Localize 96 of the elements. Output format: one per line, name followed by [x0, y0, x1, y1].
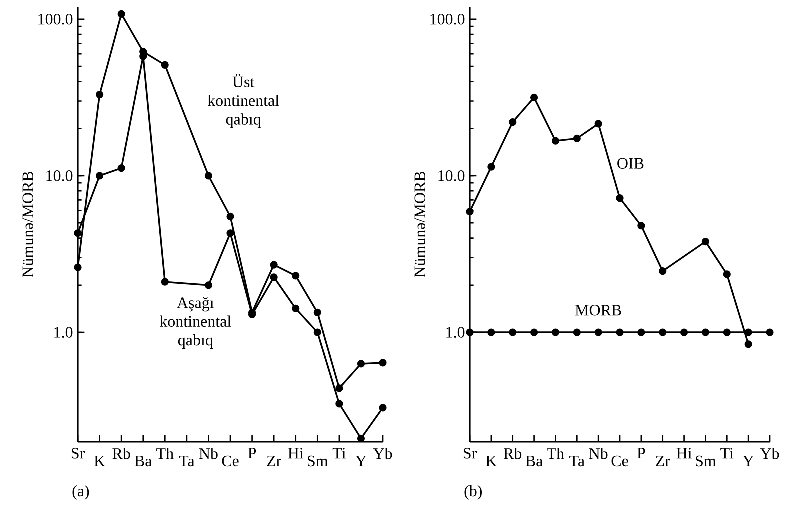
- point: [357, 434, 366, 442]
- point: [161, 61, 169, 69]
- x-tick-label: Hi: [676, 448, 692, 459]
- point: [573, 134, 581, 142]
- point: [357, 360, 366, 368]
- point: [638, 222, 646, 230]
- y-tick-label: 10.0: [438, 170, 465, 182]
- point: [680, 328, 688, 336]
- x-tick-label: Th: [156, 448, 174, 460]
- y-tick-label: 100.0: [38, 14, 73, 25]
- point: [226, 230, 234, 238]
- x-tick-label: Y: [356, 456, 367, 466]
- point: [552, 137, 560, 145]
- point: [659, 328, 667, 336]
- x-tick-label: Sm: [308, 456, 328, 467]
- x-tick-label: Ti: [332, 448, 346, 459]
- point: [292, 272, 300, 280]
- point: [336, 400, 344, 408]
- point: [96, 90, 104, 99]
- point: [118, 10, 126, 18]
- y-axis-title: Nümunə/MORB: [414, 172, 426, 278]
- point: [118, 164, 126, 172]
- series-label: Üst kontinental qabıq: [208, 74, 280, 128]
- x-tick-label: Ce: [222, 456, 239, 467]
- point: [509, 328, 517, 336]
- x-tick-label: Sr: [72, 448, 85, 459]
- x-tick-label: P: [637, 448, 646, 459]
- x-tick-label: Nb: [589, 448, 608, 460]
- point: [292, 304, 300, 313]
- point: [723, 328, 731, 336]
- y-tick-label: 1.0: [446, 327, 465, 338]
- point: [488, 163, 496, 171]
- series-label: MORB: [575, 305, 622, 316]
- x-tick-label: Sm: [696, 456, 716, 467]
- text: (a): [72, 485, 90, 500]
- point: [638, 328, 646, 336]
- x-tick-label: Yb: [373, 448, 392, 460]
- series-label: OIB: [618, 158, 644, 169]
- x-tick-label: Ti: [720, 448, 734, 459]
- x-tick-label: Ta: [179, 456, 195, 467]
- point: [204, 282, 213, 290]
- point: [509, 118, 517, 126]
- point: [744, 340, 752, 348]
- point: [204, 172, 213, 180]
- point: [488, 328, 496, 336]
- point: [379, 404, 387, 412]
- x-tick-label: Nb: [199, 448, 218, 460]
- x-tick-label: Ba: [134, 456, 152, 467]
- point: [616, 328, 624, 336]
- x-tick-label: Zr: [656, 456, 670, 466]
- x-tick-label: Zr: [267, 456, 282, 466]
- x-tick-label: Ce: [612, 456, 628, 467]
- x-tick-label: K: [486, 456, 498, 466]
- point: [314, 328, 322, 336]
- point: [723, 270, 731, 278]
- point: [96, 172, 104, 180]
- point: [379, 359, 387, 367]
- y-tick-label: 100.0: [430, 14, 465, 25]
- point: [702, 238, 710, 246]
- point: [336, 384, 344, 392]
- x-tick-label: Ta: [570, 456, 585, 467]
- x-tick-label: Rb: [112, 448, 130, 460]
- point: [530, 328, 538, 336]
- x-tick-label: Rb: [504, 448, 522, 460]
- x-tick-label: Th: [547, 448, 564, 460]
- point: [573, 328, 581, 336]
- point: [594, 328, 602, 336]
- text: (b): [464, 485, 482, 500]
- point: [226, 212, 234, 220]
- y-tick-label: 10.0: [46, 170, 73, 182]
- point: [530, 94, 538, 102]
- y-tick-label: 1.0: [54, 327, 73, 338]
- point: [744, 328, 752, 336]
- point: [702, 328, 710, 336]
- x-tick-label: Hi: [288, 448, 304, 459]
- x-tick-label: Y: [742, 456, 754, 466]
- point: [74, 230, 82, 238]
- point: [552, 328, 560, 336]
- point: [270, 261, 278, 269]
- y-axis-title: Nümunə/MORB: [22, 172, 34, 278]
- x-tick-label: Ba: [526, 456, 543, 467]
- x-tick-label: P: [248, 448, 256, 459]
- point: [766, 328, 774, 336]
- point: [161, 278, 169, 286]
- point: [594, 120, 602, 128]
- point: [74, 264, 82, 272]
- point: [466, 208, 474, 216]
- x-tick-label: Yb: [760, 448, 780, 460]
- point: [466, 328, 474, 336]
- point: [616, 194, 624, 202]
- point: [270, 274, 278, 282]
- point: [659, 268, 667, 276]
- series-label: Aşağı kontinental qabıq: [160, 297, 232, 349]
- x-tick-label: K: [94, 456, 106, 466]
- point: [314, 308, 322, 316]
- x-tick-label: Sr: [464, 448, 477, 459]
